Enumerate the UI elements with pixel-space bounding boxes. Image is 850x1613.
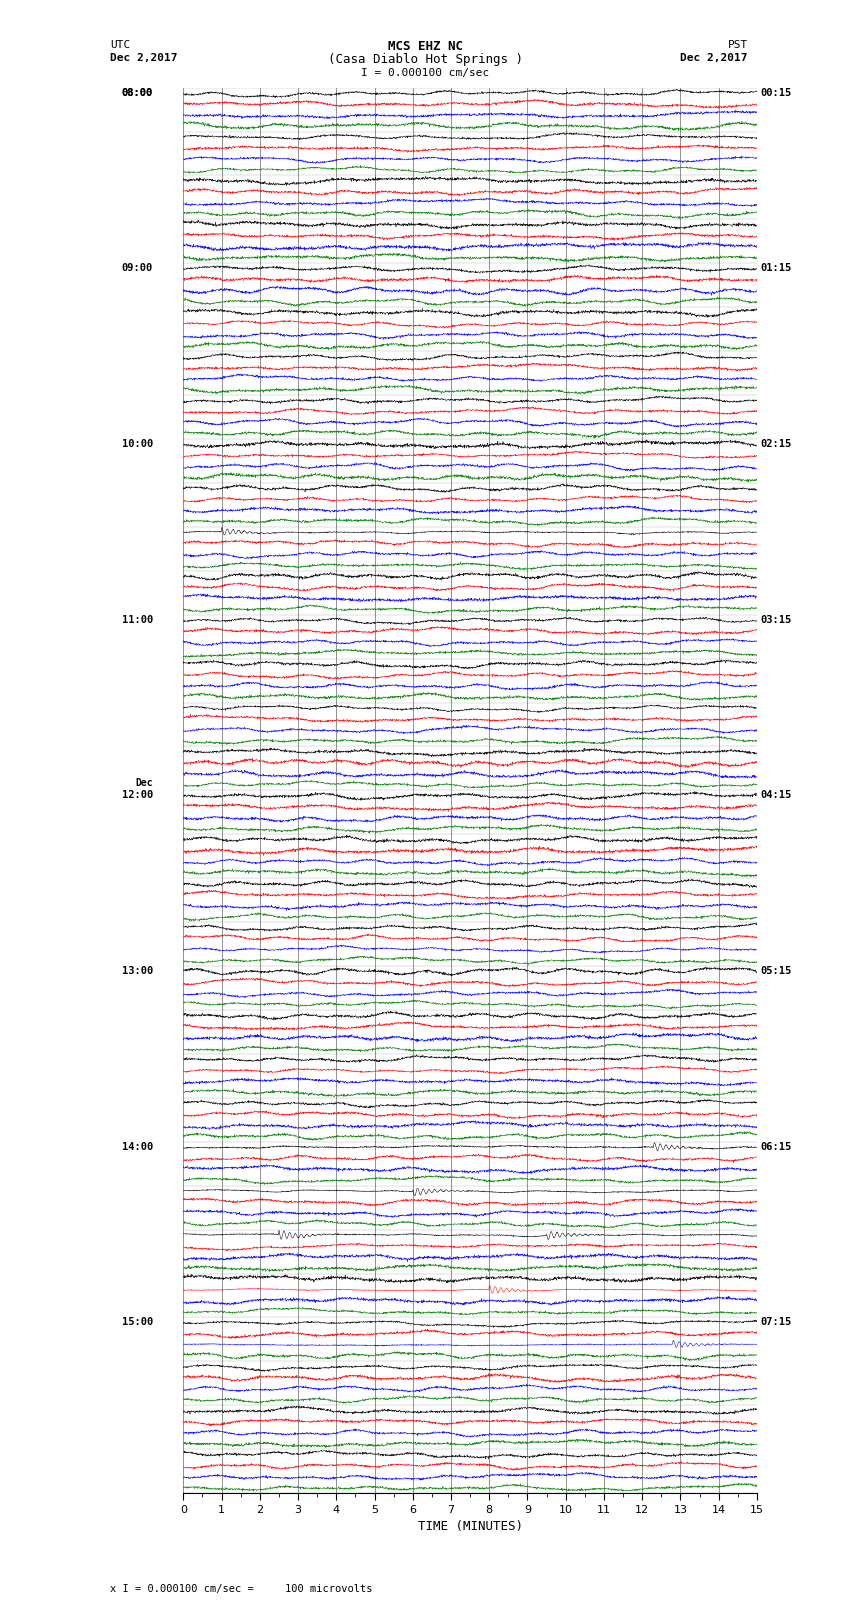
Text: 03:15: 03:15 (761, 615, 792, 624)
X-axis label: TIME (MINUTES): TIME (MINUTES) (417, 1521, 523, 1534)
Text: x I = 0.000100 cm/sec =     100 microvolts: x I = 0.000100 cm/sec = 100 microvolts (110, 1584, 373, 1594)
Text: I = 0.000100 cm/sec: I = 0.000100 cm/sec (361, 68, 489, 77)
Text: PST: PST (728, 40, 748, 50)
Text: Dec 2,2017: Dec 2,2017 (681, 53, 748, 63)
Text: 08:00: 08:00 (122, 87, 153, 97)
Text: 00:15: 00:15 (761, 87, 792, 97)
Text: MCS EHZ NC: MCS EHZ NC (388, 40, 462, 53)
Text: 04:15: 04:15 (761, 790, 792, 800)
Text: 05:15: 05:15 (761, 966, 792, 976)
Text: 11:00: 11:00 (122, 615, 153, 624)
Text: UTC: UTC (110, 40, 131, 50)
Text: 07:15: 07:15 (761, 1318, 792, 1327)
Text: 15:00: 15:00 (122, 1318, 153, 1327)
Text: 02:15: 02:15 (761, 439, 792, 448)
Text: 09:00: 09:00 (122, 263, 153, 273)
Text: 13:00: 13:00 (122, 966, 153, 976)
Text: (Casa Diablo Hot Springs ): (Casa Diablo Hot Springs ) (327, 53, 523, 66)
Text: 06:15: 06:15 (761, 1142, 792, 1152)
Text: 01:15: 01:15 (761, 263, 792, 273)
Text: 10:00: 10:00 (122, 439, 153, 448)
Text: 12:00: 12:00 (122, 790, 153, 800)
Text: 08:00: 08:00 (122, 87, 153, 97)
Text: Dec: Dec (135, 777, 153, 789)
Text: Dec 2,2017: Dec 2,2017 (110, 53, 178, 63)
Text: 14:00: 14:00 (122, 1142, 153, 1152)
